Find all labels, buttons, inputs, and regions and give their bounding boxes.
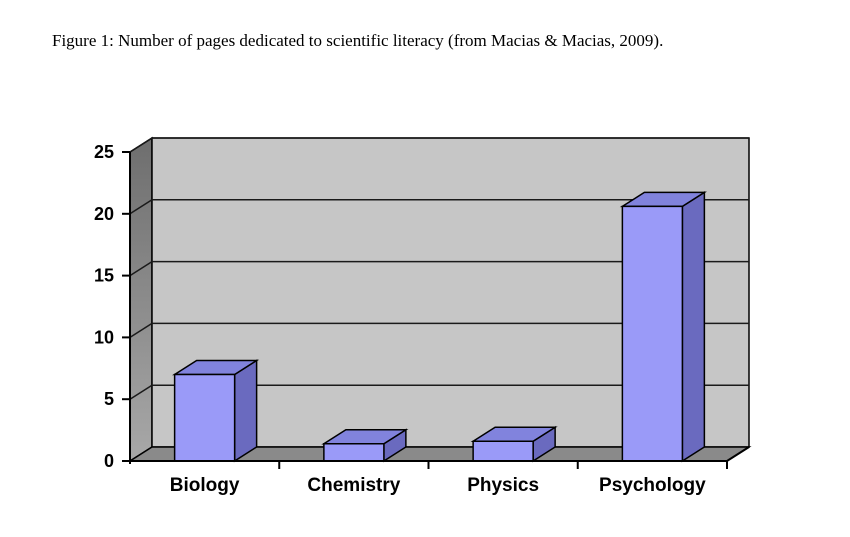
y-tick-label: 15 (94, 266, 114, 286)
left-wall (129, 136, 153, 463)
bar-chemistry-front (323, 442, 385, 462)
y-tick-label: 0 (104, 451, 114, 471)
category-label-physics: Physics (467, 475, 539, 496)
gridline-connector (129, 322, 153, 339)
y-tick-label: 20 (94, 204, 114, 224)
category-label-chemistry: Chemistry (307, 475, 400, 496)
category-label-psychology: Psychology (599, 475, 706, 496)
bar-psychology-side (681, 191, 706, 463)
gridline-connector (129, 199, 153, 215)
gridline-connector (129, 384, 153, 400)
category-label-biology: Biology (170, 475, 240, 496)
figure-caption: Figure 1: Number of pages dedicated to s… (52, 31, 664, 50)
bar-biology-front (173, 373, 236, 462)
gridline-connector (129, 137, 153, 153)
y-tick-label: 10 (94, 327, 114, 347)
y-tick-label: 25 (94, 142, 114, 162)
gridline-connector (129, 260, 153, 277)
bar-physics-front (472, 440, 534, 462)
bar-psychology-front (621, 205, 684, 462)
bar-biology-side (233, 359, 258, 463)
y-tick-label: 5 (104, 389, 114, 409)
